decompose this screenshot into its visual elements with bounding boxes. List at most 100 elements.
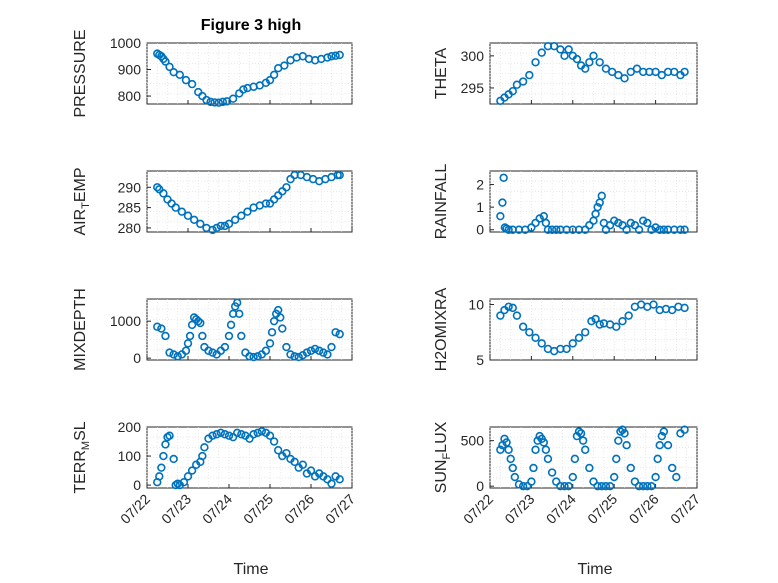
sun-flux-data-point — [506, 454, 515, 464]
air-temp-data-point — [159, 189, 168, 198]
sun-flux-x-tick-label: 07/23 — [501, 491, 537, 527]
mixdepth-data-point — [157, 324, 166, 333]
sun-flux-data-point — [581, 445, 590, 454]
terr-msl-data-point — [282, 448, 291, 458]
sun-flux-data-point — [680, 425, 689, 434]
rainfall-data-point — [552, 225, 561, 234]
rainfall-data-point — [609, 216, 619, 225]
rainfall-data-point — [531, 218, 540, 228]
h2omixra-y-label: H2OMIXRA — [433, 287, 450, 371]
sun-flux-data-point — [543, 454, 553, 464]
rainfall-data-point — [622, 225, 631, 234]
mixdepth-data-point — [323, 350, 332, 359]
terr-msl-data-point — [245, 434, 254, 443]
mixdepth-data-point — [286, 350, 295, 359]
theta-y-tick-label: 300 — [461, 48, 485, 64]
air-temp-data-point — [153, 183, 162, 192]
terr-msl-data-point — [265, 431, 275, 440]
h2omixra-data-point — [581, 328, 590, 337]
sun-flux-data-point — [527, 477, 536, 486]
rainfall-data-point — [651, 223, 660, 232]
h2omixra-data-point — [504, 302, 513, 311]
pressure-data-point — [218, 97, 228, 107]
sun-flux-y-label: SUNFLUX — [433, 421, 453, 493]
air-temp-data-point — [216, 221, 226, 231]
theta-y-label: THETA — [433, 48, 450, 100]
sun-flux-data-point — [638, 481, 648, 491]
mixdepth-data-point — [208, 348, 217, 357]
pressure-data-point — [161, 57, 170, 66]
mixdepth-data-point — [315, 346, 324, 355]
terr-msl-data-point — [179, 477, 189, 487]
mixdepth-data-point — [181, 346, 191, 355]
sun-flux-data-point — [523, 481, 532, 491]
mixdepth-data-point — [226, 320, 236, 330]
sun-flux-data-point — [508, 463, 517, 473]
sun-flux-data-point — [612, 454, 621, 464]
terr-msl-data-point — [198, 451, 207, 461]
mixdepth-y-label: MIXDEPTH — [72, 288, 89, 371]
h2omixra-data-point — [518, 322, 528, 331]
h2omixra-data-point — [680, 303, 689, 313]
mixdepth-data-point — [276, 313, 285, 322]
sun-flux-data-point — [547, 468, 557, 477]
sun-flux-data-point — [585, 463, 594, 473]
terr-msl-data-point — [327, 479, 336, 488]
sun-flux-data-point — [570, 454, 580, 464]
terr-msl-x-tick-label: 07/25 — [240, 491, 276, 527]
theta-data-point — [572, 54, 582, 64]
mixdepth-data-point — [331, 328, 340, 337]
terr-msl-data-point — [249, 430, 258, 439]
mixdepth-data-point — [165, 348, 174, 357]
terr-msl-data-point — [253, 428, 262, 438]
mixdepth-data-point — [319, 348, 328, 357]
sun-flux-data-point — [605, 481, 615, 491]
sun-flux-data-point — [556, 481, 565, 491]
terr-msl-data-point — [157, 463, 166, 472]
rainfall-data-point — [496, 211, 505, 221]
rainfall-data-point — [630, 221, 640, 230]
rainfall-data-point — [593, 202, 602, 212]
air-temp-data-point — [243, 207, 252, 216]
sun-flux-data-point — [589, 477, 598, 486]
terr-msl-data-point — [165, 431, 174, 440]
air-temp-axes: 280 285 290 AIRTEMP — [72, 167, 353, 236]
theta-data-point — [581, 64, 590, 73]
pressure-data-point — [280, 61, 289, 70]
air-temp-data-point — [208, 225, 217, 235]
mixdepth-data-point — [290, 352, 299, 361]
rainfall-data-point — [680, 225, 689, 234]
sun-flux-data-point — [667, 463, 677, 473]
rainfall-data-point — [535, 214, 544, 223]
rainfall-data-point — [504, 225, 513, 234]
mixdepth-data-point — [249, 352, 258, 362]
mixdepth-data-point — [233, 298, 242, 307]
h2omixra-data-point — [587, 316, 596, 326]
mixdepth-data-point — [224, 331, 234, 341]
sun-flux-data-point — [518, 481, 528, 491]
terr-msl-x-tick-label: 07/27 — [322, 491, 358, 527]
air-temp-data-point — [189, 215, 199, 225]
mixdepth-data-point — [302, 348, 312, 357]
theta-data-point — [512, 80, 522, 89]
theta-data-point — [549, 42, 559, 51]
pressure-y-label: PRESSURE — [72, 29, 89, 117]
terr-msl-data-point — [161, 440, 170, 449]
mixdepth-data-point — [220, 342, 230, 352]
sun-flux-data-point — [647, 481, 656, 491]
theta-data-point — [560, 51, 569, 61]
air-temp-data-point — [335, 170, 344, 180]
theta-data-point — [657, 70, 667, 80]
theta-data-point — [595, 58, 604, 67]
terr-msl-data-point — [220, 430, 230, 439]
sun-flux-data-point — [634, 481, 644, 491]
sun-flux-x-tick-label: 07/27 — [667, 491, 703, 527]
terr-msl-axes: 07/22 07/23 07/24 07/25 07/26 07/27 0 100 200 TER… — [72, 419, 358, 527]
air-temp-y-tick-label: 280 — [118, 220, 142, 236]
terr-msl-data-point — [257, 427, 266, 436]
sun-flux-data-point — [616, 427, 625, 436]
mixdepth-data-point — [306, 346, 316, 355]
sun-flux-data-point — [614, 436, 623, 445]
rainfall-data-point — [597, 191, 606, 201]
